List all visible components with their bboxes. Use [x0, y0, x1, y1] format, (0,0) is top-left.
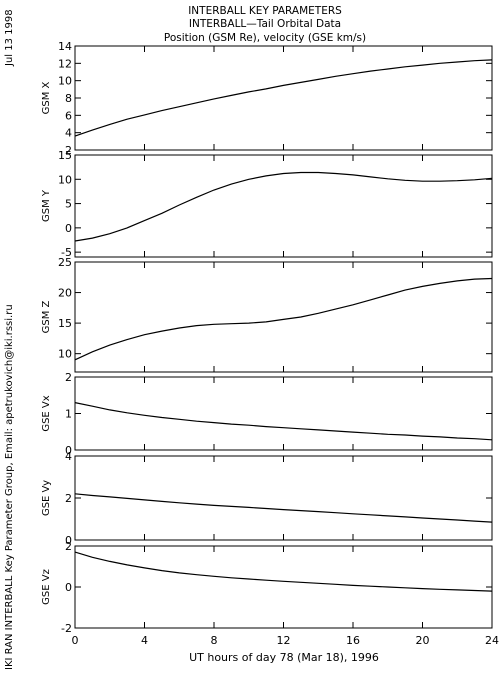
- series-line: [74, 493, 493, 523]
- chart-panel: 2 4 6 8 10 12 14 GSM X: [41, 40, 493, 157]
- y-axis-label: GSE Vz: [41, 569, 52, 605]
- chart-panel: -5 0 5 10 15 GSM Y: [41, 149, 493, 259]
- x-tick-label: 24: [485, 634, 499, 647]
- y-tick-label: 2: [65, 371, 72, 384]
- y-tick-label: 10: [58, 173, 72, 186]
- x-tick-label: 12: [277, 634, 291, 647]
- x-tick-label: 4: [141, 634, 148, 647]
- y-tick-label: 1: [65, 408, 72, 421]
- y-tick-label: 0: [65, 581, 72, 594]
- x-tick-label: 8: [211, 634, 218, 647]
- series-line: [74, 277, 493, 361]
- y-tick-label: 20: [58, 287, 72, 300]
- series-line: [74, 402, 493, 441]
- series-line: [74, 551, 493, 592]
- y-tick-label: 2: [65, 492, 72, 505]
- y-tick-label: 15: [58, 317, 72, 330]
- chart-title: INTERBALL KEY PARAMETERS: [188, 5, 342, 17]
- y-tick-label: -5: [61, 246, 72, 259]
- y-axis-label: GSM X: [41, 81, 52, 114]
- chart-panel: 10 15 20 25 GSM Z: [41, 256, 493, 373]
- y-tick-label: 6: [65, 109, 72, 122]
- plot-frame: [74, 455, 493, 541]
- y-tick-label: 8: [65, 92, 72, 105]
- series-line: [74, 171, 493, 242]
- x-tick-label: 20: [416, 634, 430, 647]
- plot-frame: [74, 45, 493, 151]
- y-tick-label: 0: [65, 444, 72, 457]
- y-tick-label: 15: [58, 149, 72, 162]
- x-tick-label: 16: [346, 634, 360, 647]
- y-tick-label: 10: [58, 348, 72, 361]
- y-axis-label: GSE Vy: [41, 480, 52, 516]
- chart-panel: -2 0 2 GSE Vz: [41, 540, 493, 635]
- y-tick-label: -2: [61, 622, 72, 635]
- x-tick-label: 0: [72, 634, 79, 647]
- plot-frame: [74, 376, 493, 451]
- generation-date: Jul 13 1998: [4, 9, 15, 67]
- chart-header: INTERBALL KEY PARAMETERS INTERBALL—Tail …: [164, 5, 366, 44]
- y-tick-label: 10: [58, 75, 72, 88]
- y-axis-label: GSM Z: [41, 300, 52, 333]
- y-axis-label: GSE Vx: [41, 395, 52, 431]
- y-tick-label: 4: [65, 450, 72, 463]
- plot-frame: [74, 261, 493, 373]
- credit-text: IKI RAN INTERBALL Key Parameter Group, E…: [4, 304, 15, 670]
- series-line: [74, 59, 493, 137]
- chart-panel: 0 1 2 GSE Vx: [41, 371, 493, 457]
- y-tick-label: 2: [65, 540, 72, 553]
- y-tick-label: 12: [58, 57, 72, 70]
- y-tick-label: 25: [58, 256, 72, 269]
- y-tick-label: 0: [65, 534, 72, 547]
- x-axis-label: UT hours of day 78 (Mar 18), 1996: [189, 651, 379, 664]
- y-tick-label: 14: [58, 40, 72, 53]
- chart-subtitle: INTERBALL—Tail Orbital Data: [189, 18, 341, 30]
- y-tick-label: 2: [65, 144, 72, 157]
- plot-frame: [74, 154, 493, 258]
- plot-frame: [74, 545, 493, 629]
- y-tick-label: 4: [65, 127, 72, 140]
- y-tick-label: 5: [65, 198, 72, 211]
- chart-description: Position (GSM Re), velocity (GSE km/s): [164, 32, 366, 44]
- y-axis-label: GSM Y: [41, 189, 52, 222]
- chart-panel: 0 2 4 GSE Vy: [41, 450, 493, 547]
- y-tick-label: 0: [65, 222, 72, 235]
